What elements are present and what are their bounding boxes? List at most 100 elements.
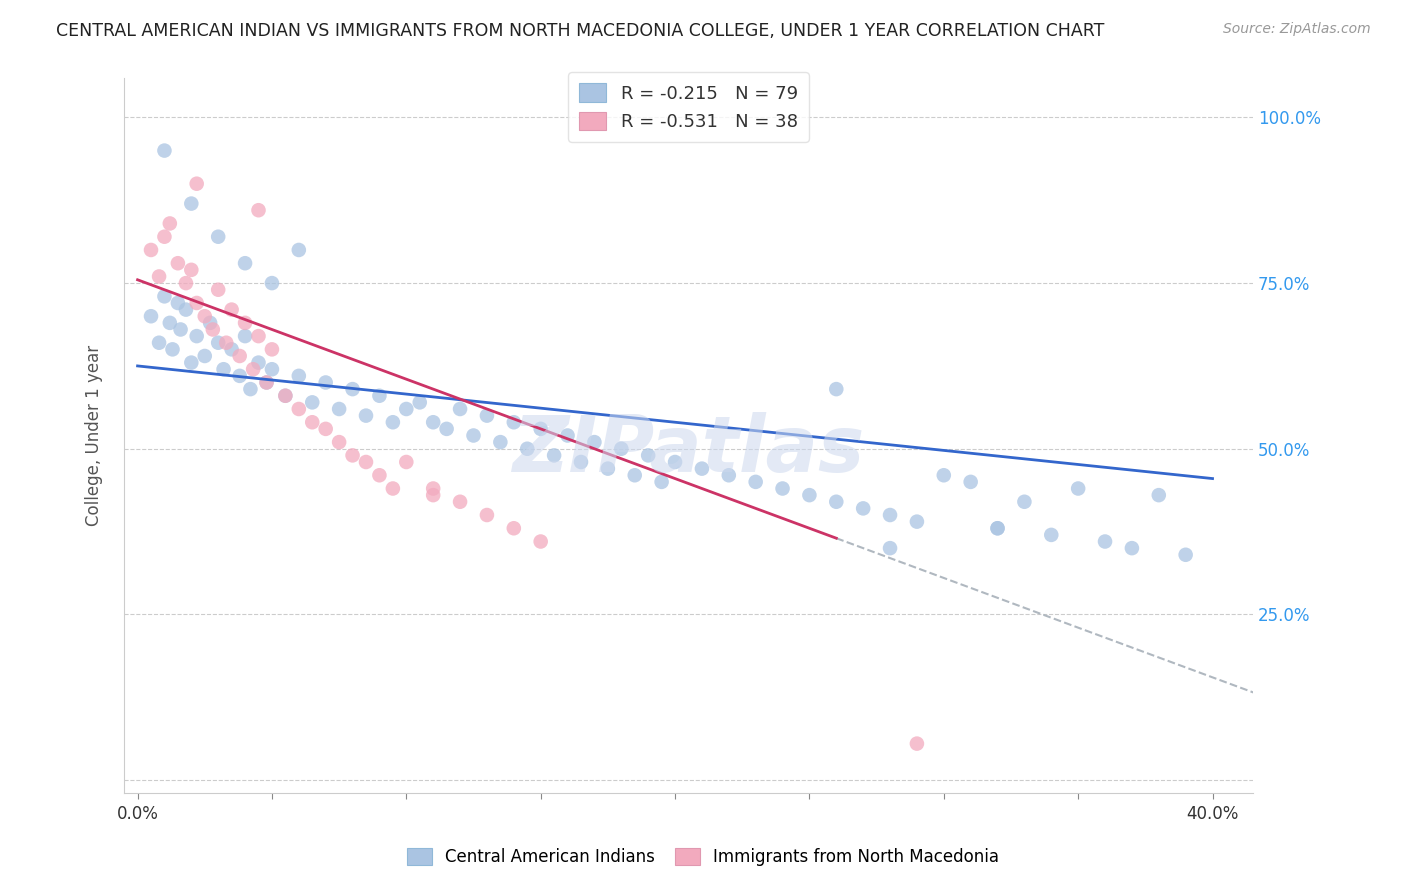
Point <box>354 409 377 423</box>
Point <box>207 335 229 350</box>
Point <box>516 442 538 456</box>
Point <box>139 310 162 324</box>
Point <box>153 289 176 303</box>
Point <box>228 349 250 363</box>
Point <box>1067 482 1090 496</box>
Point <box>1147 488 1170 502</box>
Point <box>207 229 229 244</box>
Point <box>610 442 633 456</box>
Point <box>194 310 217 324</box>
Point <box>242 362 264 376</box>
Point <box>301 395 323 409</box>
Text: 40.0%: 40.0% <box>1187 805 1239 823</box>
Point <box>422 415 444 429</box>
Point <box>368 468 391 483</box>
Point <box>449 495 471 509</box>
Point <box>247 356 270 370</box>
Point <box>194 349 217 363</box>
Point <box>162 343 184 357</box>
Point <box>717 468 740 483</box>
Text: Source: ZipAtlas.com: Source: ZipAtlas.com <box>1223 22 1371 37</box>
Point <box>986 521 1008 535</box>
Point <box>148 269 170 284</box>
Point <box>148 335 170 350</box>
Point <box>596 461 619 475</box>
Point <box>328 402 350 417</box>
Point <box>475 409 498 423</box>
Point <box>233 329 256 343</box>
Point <box>905 737 928 751</box>
Point <box>260 343 283 357</box>
Point <box>342 449 364 463</box>
Point <box>288 402 311 417</box>
Point <box>256 376 278 390</box>
Point <box>174 276 197 290</box>
Point <box>449 402 471 417</box>
Y-axis label: College, Under 1 year: College, Under 1 year <box>86 345 103 526</box>
Point <box>315 422 337 436</box>
Legend: Central American Indians, Immigrants from North Macedonia: Central American Indians, Immigrants fro… <box>401 841 1005 873</box>
Point <box>799 488 821 502</box>
Point <box>139 243 162 257</box>
Point <box>247 203 270 218</box>
Point <box>354 455 377 469</box>
Point <box>328 435 350 450</box>
Point <box>463 428 485 442</box>
Point <box>690 461 713 475</box>
Point <box>233 256 256 270</box>
Point <box>239 382 262 396</box>
Point <box>543 449 565 463</box>
Point <box>475 508 498 522</box>
Point <box>825 382 848 396</box>
Point <box>557 428 579 442</box>
Point <box>180 196 202 211</box>
Point <box>174 302 197 317</box>
Point <box>301 415 323 429</box>
Point <box>215 335 238 350</box>
Point <box>1121 541 1143 556</box>
Point <box>159 217 181 231</box>
Point <box>502 521 524 535</box>
Point <box>201 322 224 336</box>
Point <box>583 435 606 450</box>
Point <box>288 368 311 383</box>
Point <box>256 376 278 390</box>
Point <box>368 389 391 403</box>
Point <box>186 296 208 310</box>
Point <box>409 395 432 409</box>
Point <box>180 263 202 277</box>
Point <box>186 329 208 343</box>
Point <box>825 495 848 509</box>
Point <box>905 515 928 529</box>
Point <box>502 415 524 429</box>
Point <box>651 475 673 489</box>
Point <box>1094 534 1116 549</box>
Point <box>274 389 297 403</box>
Point <box>167 296 190 310</box>
Point <box>315 376 337 390</box>
Point <box>422 482 444 496</box>
Point <box>879 541 901 556</box>
Legend: R = -0.215   N = 79, R = -0.531   N = 38: R = -0.215 N = 79, R = -0.531 N = 38 <box>568 72 808 142</box>
Point <box>530 422 553 436</box>
Text: ZIPatlas: ZIPatlas <box>512 412 865 488</box>
Point <box>744 475 766 489</box>
Point <box>422 488 444 502</box>
Point <box>342 382 364 396</box>
Point <box>436 422 458 436</box>
Point <box>167 256 190 270</box>
Point <box>212 362 235 376</box>
Point <box>381 415 404 429</box>
Point <box>247 329 270 343</box>
Point <box>772 482 794 496</box>
Point <box>153 144 176 158</box>
Point <box>530 534 553 549</box>
Point <box>986 521 1008 535</box>
Point <box>852 501 875 516</box>
Point <box>623 468 645 483</box>
Point <box>274 389 297 403</box>
Point <box>228 368 250 383</box>
Point <box>221 302 243 317</box>
Point <box>198 316 221 330</box>
Point <box>959 475 981 489</box>
